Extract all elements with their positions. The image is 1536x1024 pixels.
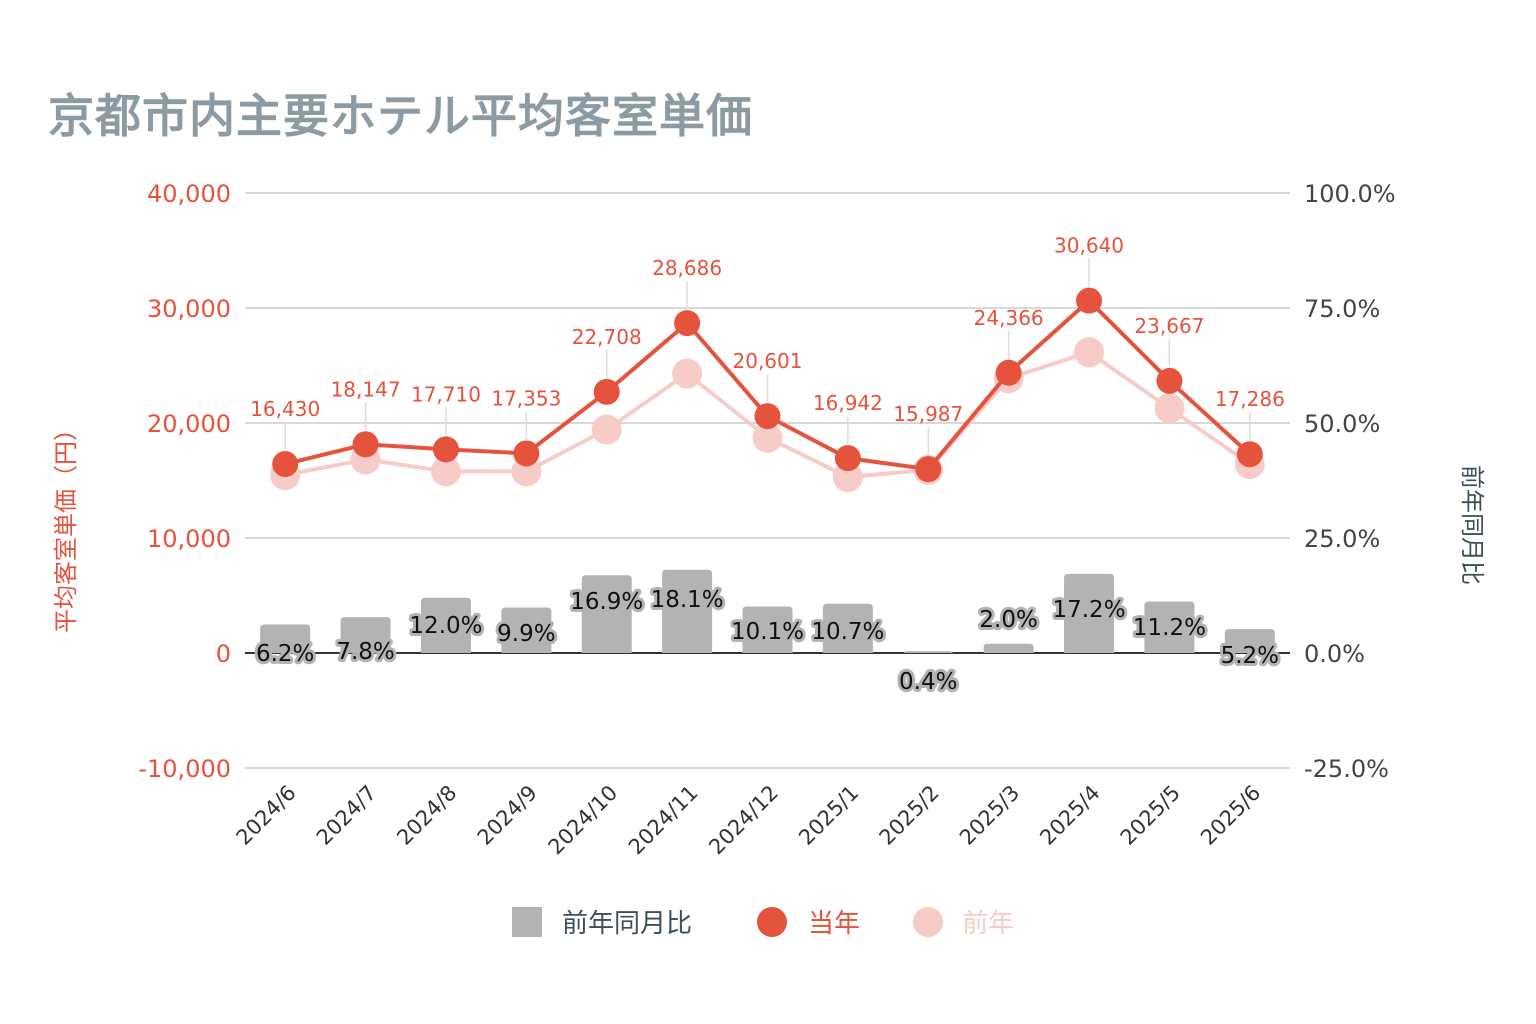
- category-label: 2025/5: [1116, 781, 1185, 850]
- previous-year-point: [430, 456, 461, 487]
- yoy-bar: [1064, 573, 1115, 653]
- legend-swatch-bar: [512, 907, 542, 937]
- yoy-percent-label: 18.1%: [651, 587, 724, 613]
- yoy-bar: [822, 603, 873, 653]
- yoy-percent-label: 10.1%: [731, 619, 804, 645]
- current-year-point: [674, 310, 701, 337]
- category-label: 2025/2: [875, 781, 944, 850]
- left-axis-tick: 20,000: [147, 410, 231, 438]
- current-year-point: [1236, 441, 1263, 468]
- right-axis-tick: 50.0%: [1304, 410, 1380, 438]
- category-label: 2024/8: [392, 781, 461, 850]
- yoy-bar: [742, 606, 793, 653]
- yoy-bar: [903, 651, 954, 656]
- current-year-point: [1076, 287, 1103, 314]
- current-value-label: 17,286: [1215, 387, 1285, 411]
- yoy-percent-label: 7.8%: [336, 639, 394, 665]
- left-axis-tick: -10,000: [138, 755, 231, 783]
- yoy-percent-label: 17.2%: [1052, 597, 1125, 623]
- current-value-label: 22,708: [572, 325, 642, 349]
- current-value-label: 23,667: [1134, 314, 1204, 338]
- current-year-point: [834, 445, 861, 472]
- current-year-point: [915, 456, 942, 483]
- category-label: 2024/9: [473, 781, 542, 850]
- right-axis-tick: 75.0%: [1304, 295, 1380, 323]
- right-axis-title: 前年同月比: [1458, 465, 1486, 585]
- category-label: 2025/6: [1196, 781, 1265, 850]
- category-label: 2025/4: [1035, 781, 1104, 850]
- yoy-percent-label: 11.2%: [1133, 615, 1206, 641]
- previous-year-point: [672, 358, 703, 389]
- current-year-point: [754, 403, 781, 430]
- legend-label: 当年: [808, 909, 860, 939]
- right-axis-tick: 25.0%: [1304, 525, 1380, 553]
- category-label: 2025/1: [794, 781, 863, 850]
- yoy-percent-label: 6.2%: [256, 641, 314, 667]
- yoy-percent-label: 2.0%: [979, 607, 1037, 633]
- current-value-label: 16,430: [250, 397, 320, 421]
- current-year-point: [995, 359, 1022, 386]
- yoy-percent-label: 12.0%: [409, 613, 482, 639]
- category-label: 2025/3: [955, 781, 1024, 850]
- current-year-point: [432, 436, 459, 463]
- left-axis-title: 平均客室単価（円）: [52, 417, 80, 633]
- yoy-bar: [1144, 601, 1195, 653]
- yoy-percent-label: 9.9%: [497, 621, 555, 647]
- category-label: 2024/7: [312, 781, 381, 850]
- current-year-point: [352, 431, 379, 458]
- yoy-percent-label: 0.4%: [899, 669, 957, 695]
- category-label: 2024/6: [232, 781, 301, 850]
- current-year-point: [272, 451, 299, 478]
- legend-label: 前年同月比: [562, 909, 692, 939]
- legend-label: 前年: [962, 909, 1014, 939]
- right-axis-tick: -25.0%: [1304, 755, 1389, 783]
- yoy-bar: [662, 569, 713, 653]
- current-value-label: 18,147: [331, 377, 401, 401]
- legend-swatch-current: [757, 907, 787, 937]
- right-axis-tick: 100.0%: [1304, 180, 1396, 208]
- left-axis-tick: 0: [216, 640, 231, 668]
- current-value-label: 16,942: [813, 391, 883, 415]
- left-axis-tick: 30,000: [147, 295, 231, 323]
- left-axis-tick: 40,000: [147, 180, 231, 208]
- previous-year-point: [1154, 393, 1185, 424]
- current-value-label: 17,710: [411, 382, 481, 406]
- right-axis-tick: 0.0%: [1304, 640, 1365, 668]
- current-value-label: 30,640: [1054, 234, 1124, 258]
- category-label: 2024/12: [704, 781, 783, 860]
- category-label: 2024/10: [544, 781, 623, 860]
- current-year-point: [513, 440, 540, 467]
- current-value-label: 15,987: [893, 402, 963, 426]
- current-value-label: 28,686: [652, 256, 722, 280]
- previous-year-point: [1074, 337, 1105, 368]
- previous-year-point: [752, 422, 783, 453]
- current-year-point: [593, 378, 620, 405]
- yoy-bar: [501, 607, 552, 653]
- current-year-point: [1156, 367, 1183, 394]
- yoy-percent-label: 5.2%: [1221, 643, 1279, 669]
- yoy-bar: [260, 624, 311, 653]
- yoy-bar: [983, 643, 1034, 653]
- yoy-bar: [581, 575, 632, 653]
- left-axis-tick: 10,000: [147, 525, 231, 553]
- current-value-label: 20,601: [733, 349, 803, 373]
- category-label: 2024/11: [624, 781, 703, 860]
- yoy-bar: [340, 617, 391, 653]
- current-value-label: 24,366: [974, 306, 1044, 330]
- chart-title: 京都市内主要ホテル平均客室単価: [48, 89, 753, 143]
- previous-year-point: [591, 414, 622, 445]
- yoy-percent-label: 16.9%: [570, 589, 643, 615]
- yoy-bar: [1224, 629, 1275, 653]
- legend-swatch-previous: [913, 907, 943, 937]
- yoy-percent-label: 10.7%: [811, 619, 884, 645]
- yoy-bar: [420, 597, 471, 653]
- current-value-label: 17,353: [491, 386, 561, 410]
- previous-year-point: [832, 462, 863, 493]
